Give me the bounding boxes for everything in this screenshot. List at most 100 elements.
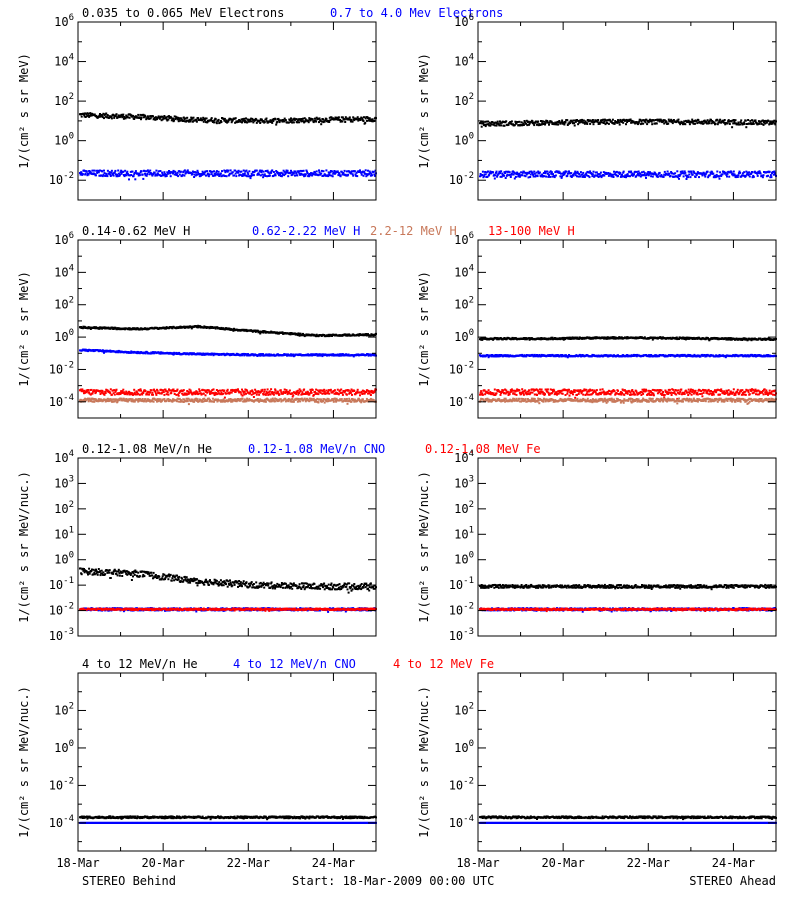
data-point — [319, 117, 321, 119]
data-point — [597, 119, 599, 121]
data-point — [605, 119, 607, 121]
data-point — [271, 122, 273, 124]
data-point — [688, 174, 690, 176]
data-point — [208, 175, 210, 177]
data-point — [586, 123, 588, 125]
data-point — [769, 171, 771, 173]
data-point — [113, 389, 115, 391]
data-point — [174, 171, 176, 173]
data-point — [259, 122, 261, 124]
data-point — [731, 126, 733, 128]
data-point — [619, 172, 621, 174]
y-tick-label: 10-4 — [49, 393, 74, 409]
data-point — [509, 171, 511, 173]
data-point — [197, 170, 199, 172]
data-point — [273, 394, 275, 396]
data-point — [218, 119, 220, 121]
data-point — [759, 123, 761, 125]
data-point — [352, 175, 354, 177]
data-point — [684, 123, 686, 125]
data-point — [287, 170, 289, 172]
series-points — [479, 170, 777, 180]
data-point — [566, 119, 568, 121]
data-point — [724, 119, 726, 121]
data-point — [286, 389, 288, 391]
data-point — [88, 174, 90, 176]
data-point — [213, 121, 215, 123]
y-tick-label: 104 — [54, 263, 74, 279]
data-point — [621, 174, 623, 176]
data-point — [88, 400, 90, 402]
data-point — [351, 394, 353, 396]
data-point — [674, 172, 676, 174]
data-point — [85, 173, 87, 175]
data-point — [320, 173, 322, 175]
data-point — [132, 171, 134, 173]
series-points — [79, 325, 377, 337]
data-point — [320, 123, 322, 125]
data-point — [113, 175, 115, 177]
data-point — [291, 398, 293, 400]
data-point — [275, 390, 277, 392]
data-point — [492, 121, 494, 123]
data-point — [84, 170, 86, 172]
data-point — [141, 170, 143, 172]
data-point — [753, 176, 755, 178]
data-point — [256, 394, 258, 396]
data-point — [275, 118, 277, 120]
data-point — [357, 116, 359, 118]
data-point — [529, 176, 531, 178]
data-point — [345, 400, 347, 402]
data-point — [543, 175, 545, 177]
data-point — [134, 178, 136, 180]
data-point — [155, 170, 157, 172]
data-point — [263, 171, 265, 173]
data-point — [141, 117, 143, 119]
data-point — [246, 170, 248, 172]
y-tick-label: 102 — [454, 92, 474, 108]
data-point — [318, 169, 320, 171]
data-point — [627, 173, 629, 175]
data-point — [109, 171, 111, 173]
data-point — [253, 396, 255, 398]
data-point — [719, 178, 721, 180]
data-point — [505, 177, 507, 179]
data-point — [298, 121, 300, 123]
data-point — [644, 121, 646, 123]
data-point — [751, 171, 753, 173]
data-point — [139, 116, 141, 118]
data-point — [546, 171, 548, 173]
legend-entry: 13-100 MeV H — [488, 224, 575, 238]
data-point — [653, 120, 655, 122]
data-point — [142, 392, 144, 394]
data-point — [172, 118, 174, 120]
data-point — [235, 175, 237, 177]
data-point — [264, 121, 266, 123]
data-point — [224, 175, 226, 177]
data-point — [357, 389, 359, 391]
data-point — [196, 174, 198, 176]
data-point — [215, 118, 217, 120]
data-point — [745, 126, 747, 128]
data-point — [167, 394, 169, 396]
data-point — [293, 121, 295, 123]
data-point — [668, 173, 670, 175]
data-point — [497, 121, 499, 123]
data-point — [92, 170, 94, 172]
y-tick-label: 10-2 — [449, 171, 474, 187]
data-point — [299, 400, 301, 402]
data-point — [163, 171, 165, 173]
data-point — [292, 394, 294, 396]
data-point — [139, 174, 141, 176]
data-point — [698, 176, 700, 178]
y-tick-label: 106 — [54, 13, 74, 29]
data-point — [315, 121, 317, 123]
y-tick-label: 104 — [54, 53, 74, 69]
data-point — [125, 391, 127, 393]
data-point — [371, 174, 373, 176]
data-point — [218, 171, 220, 173]
data-point — [284, 389, 286, 391]
data-point — [121, 173, 123, 175]
data-point — [244, 391, 246, 393]
